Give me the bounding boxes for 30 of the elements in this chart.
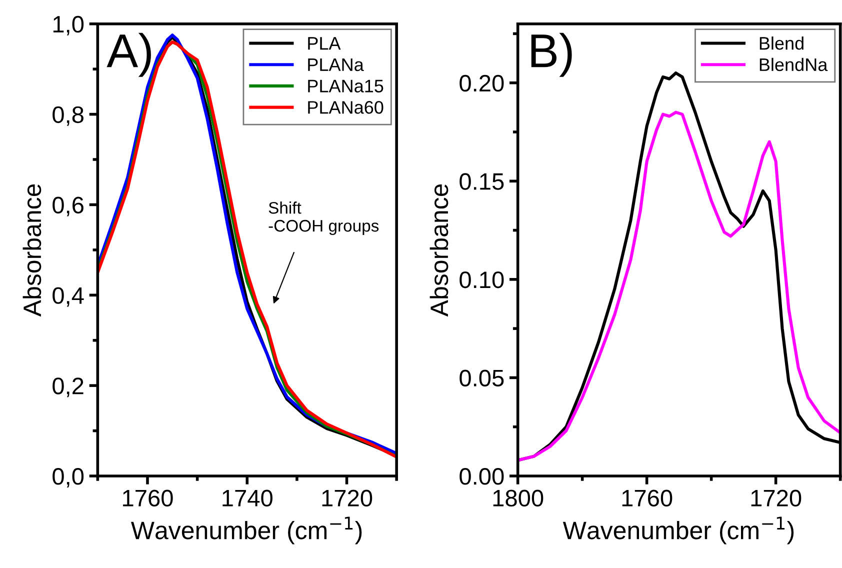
y-axis-title: Absorbance [430, 184, 448, 317]
legend-label: Blend [760, 36, 804, 50]
legend-label: BlendNa [760, 58, 828, 72]
x-tick-label: 1800 [493, 490, 544, 507]
y-tick-label: 0.10 [460, 271, 504, 288]
y-tick-label: 0,4 [52, 287, 84, 307]
y-tick-label: 0.05 [460, 370, 504, 386]
y-tick-label: 0,0 [52, 468, 84, 488]
chart-title: A) [106, 32, 151, 77]
y-tick-label: 0.00 [460, 468, 504, 485]
x-tick-label: 1760 [123, 490, 173, 507]
x-axis-title: Wavenumber (cm$^{−1}$) [130, 516, 362, 544]
legend-label: PLA [308, 37, 341, 50]
chart-title: B) [531, 32, 572, 77]
legend-label: PLANa [308, 58, 364, 72]
x-tick-label: 1720 [751, 490, 802, 507]
legend-label: PLANa15 [308, 80, 384, 92]
y-tick-label: 0,6 [52, 196, 84, 216]
y-tick-label: 0,8 [52, 106, 84, 126]
legend-label: PLANa60 [308, 101, 384, 114]
x-axis-title: Wavenumber (cm$^{−1}$) [562, 516, 794, 544]
annotation: Shift -COOH groups [268, 202, 379, 236]
y-tick-label: 0.15 [460, 173, 504, 190]
y-tick-label: 0.20 [460, 74, 504, 92]
x-tick-label: 1760 [622, 490, 672, 507]
x-tick-label: 1740 [222, 490, 272, 507]
y-tick-label: 0,2 [52, 378, 84, 398]
y-tick-label: 1,0 [53, 16, 84, 36]
y-axis-title: Absorbance [22, 184, 42, 317]
x-tick-label: 1720 [322, 490, 372, 507]
